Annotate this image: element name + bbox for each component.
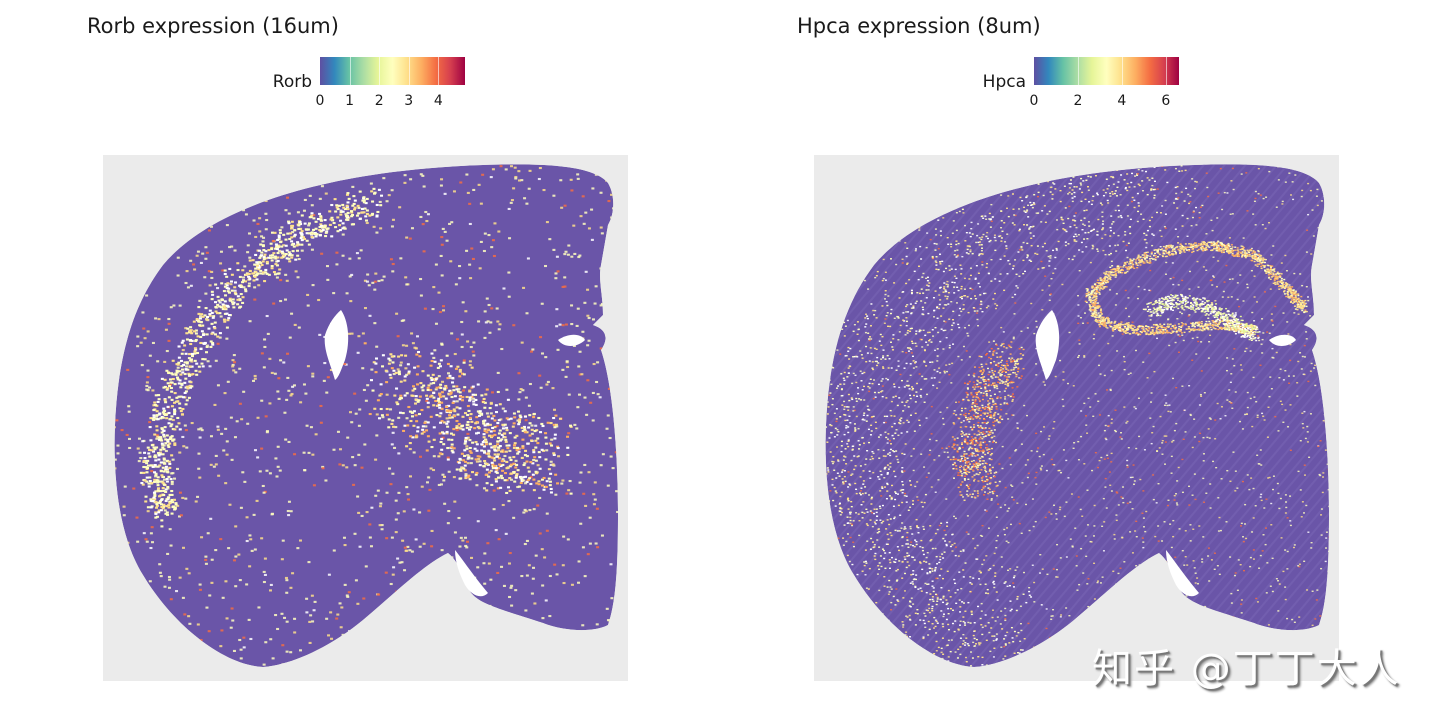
colorbar-tick-label: 6 — [1161, 93, 1171, 109]
rorb-spatial-plot — [103, 155, 628, 681]
rorb-colorbar-legend: Rorb 0 1 2 3 4 — [273, 57, 470, 117]
rorb-plot-title: Rorb expression (16um) — [87, 14, 339, 38]
colorbar-tick-label: 0 — [1029, 93, 1039, 109]
colorbar-tick-mark — [408, 57, 410, 85]
colorbar-tick-label: 2 — [374, 93, 384, 109]
watermark-text: 知乎 @丁丁大人 — [1092, 646, 1401, 692]
rorb-brain-section — [114, 164, 618, 668]
colorbar-tick-label: 0 — [315, 93, 325, 109]
hpca-brain-section — [825, 164, 1329, 668]
colorbar-tick-mark — [349, 57, 351, 85]
hpca-colorbar-label: Hpca — [982, 72, 1026, 92]
rorb-colorbar — [320, 57, 465, 85]
colorbar-tick-mark — [1121, 57, 1123, 85]
rorb-panel: Rorb expression (16um) Rorb 0 1 2 3 4 — [87, 14, 628, 681]
colorbar-tick-mark — [379, 57, 381, 85]
colorbar-tick-label: 4 — [1117, 93, 1127, 109]
hpca-panel: Hpca expression (8um) Hpca 0 2 4 6 — [710, 0, 1430, 720]
colorbar-tick-label: 4 — [433, 93, 443, 109]
hpca-colorbar-legend: Hpca 0 2 4 6 — [983, 57, 1184, 117]
hpca-plot-title: Hpca expression (8um) — [797, 14, 1041, 38]
hpca-colorbar — [1034, 57, 1179, 85]
rorb-colorbar-label: Rorb — [272, 72, 312, 92]
colorbar-tick-mark — [438, 57, 440, 85]
hpca-spatial-plot — [814, 155, 1339, 681]
colorbar-tick-label: 2 — [1073, 93, 1083, 109]
colorbar-tick-label: 3 — [404, 93, 414, 109]
colorbar-tick-label: 1 — [345, 93, 355, 109]
colorbar-tick-mark — [1077, 57, 1079, 85]
colorbar-tick-mark — [1165, 57, 1167, 85]
